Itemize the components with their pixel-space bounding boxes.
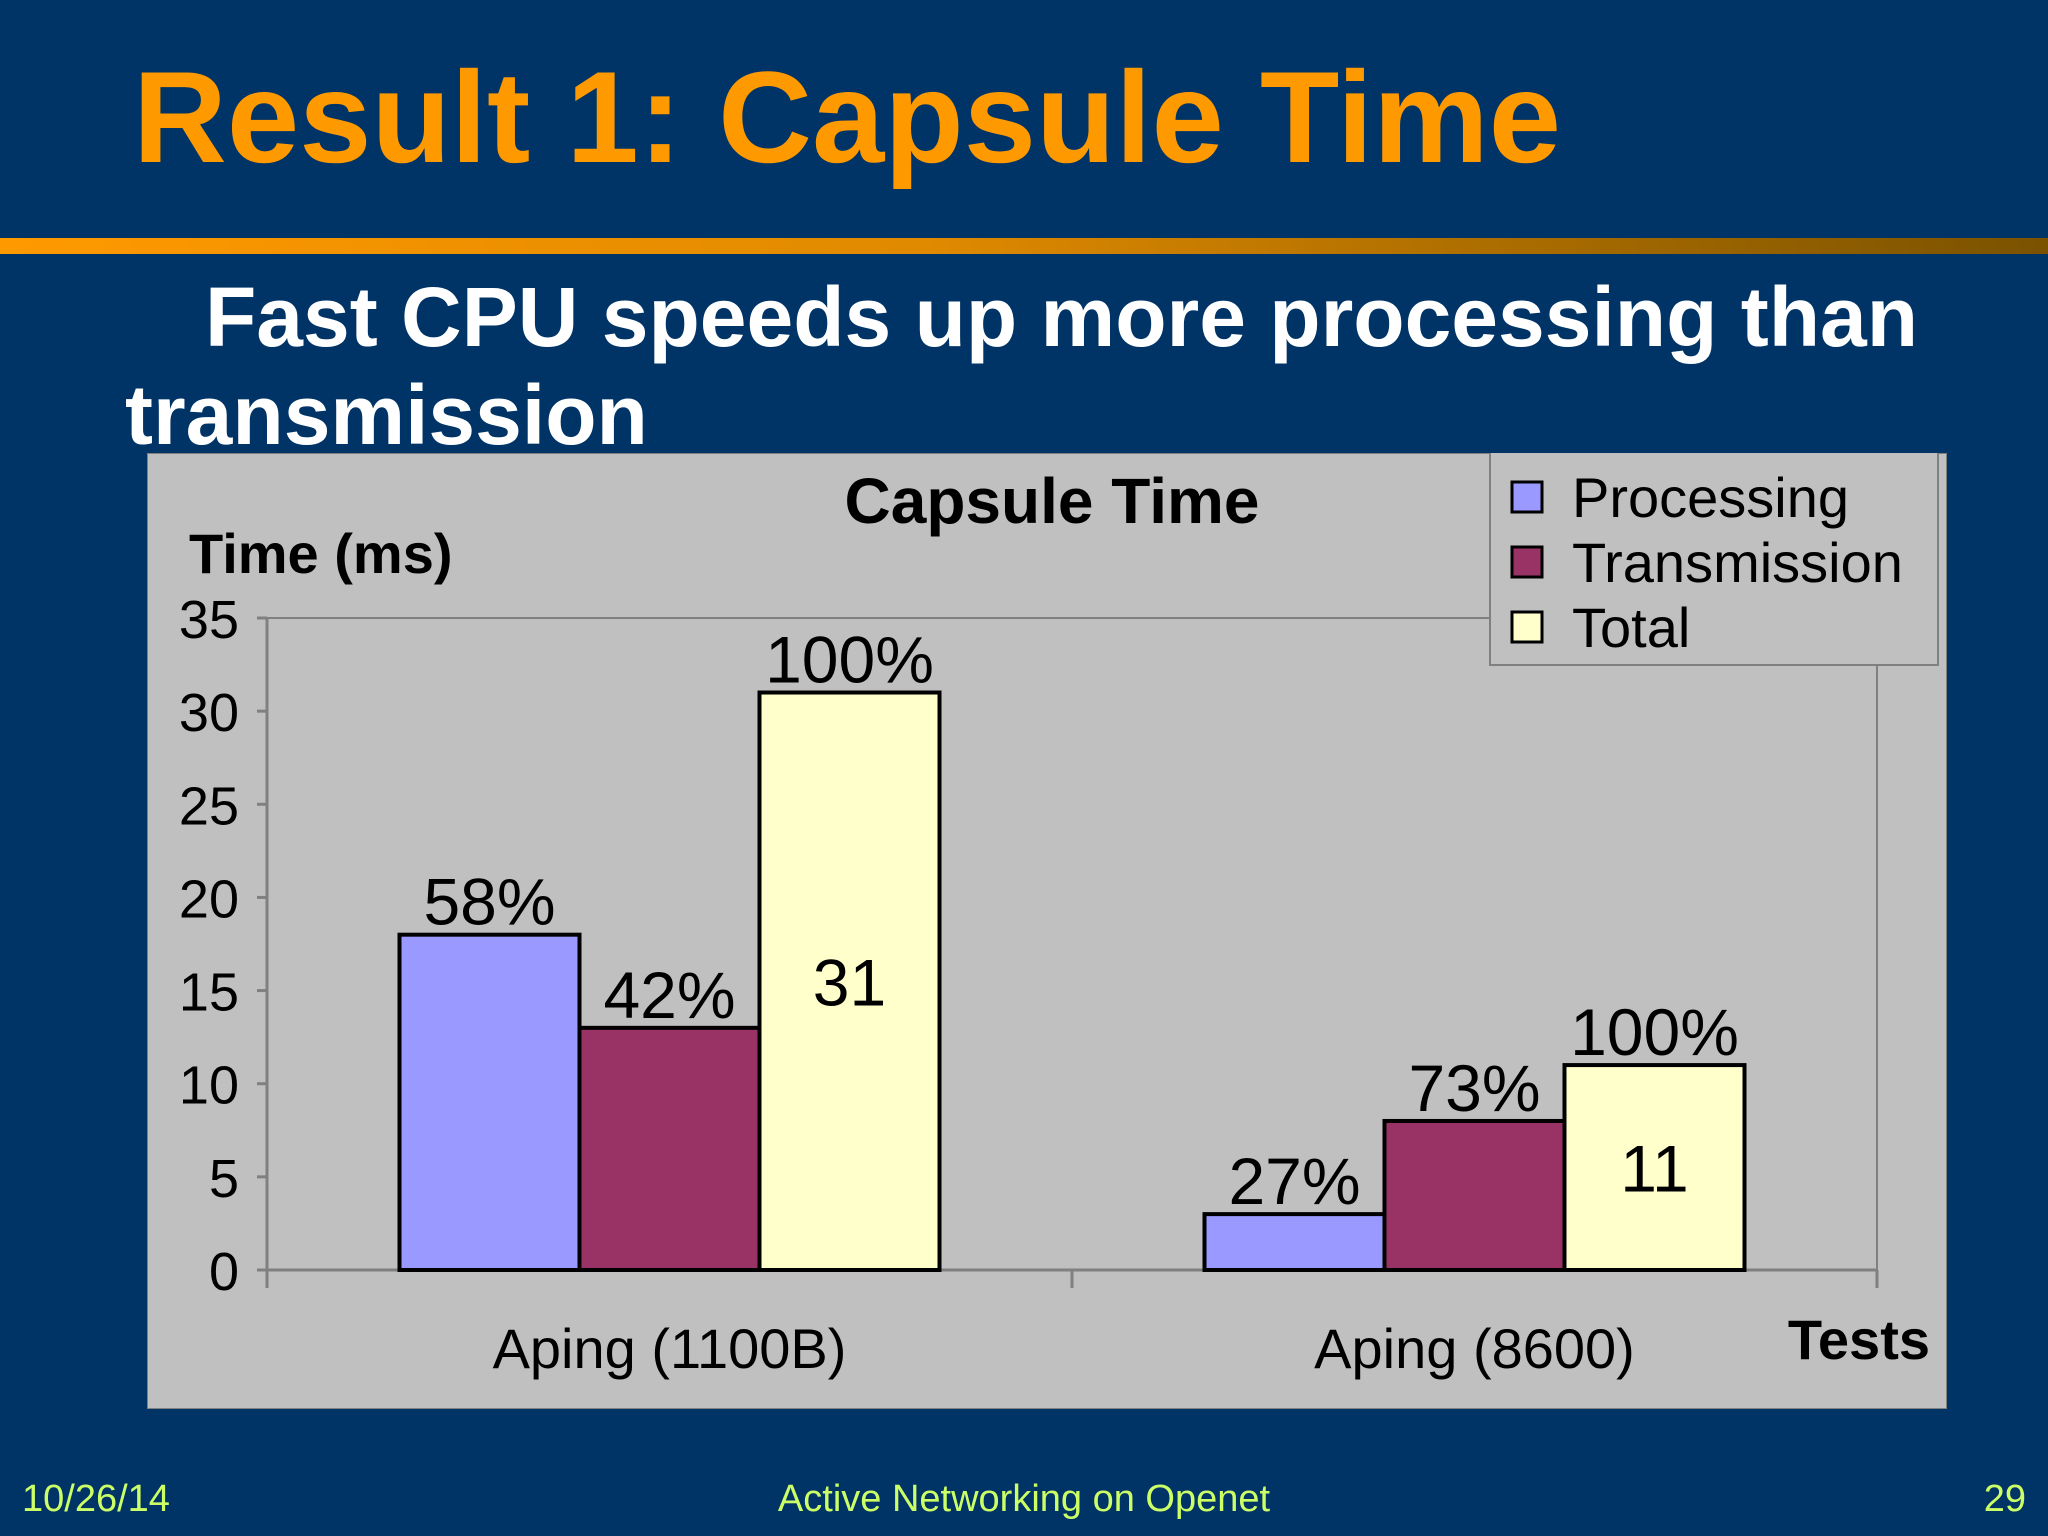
data-label: 58% — [423, 865, 555, 939]
legend-box — [1489, 453, 1939, 666]
y-axis-title: Time (ms) — [189, 522, 452, 585]
bar-transmission-2 — [1382, 1118, 1567, 1272]
legend-label-processing: Processing — [1572, 466, 1849, 529]
data-label: 27% — [1228, 1144, 1360, 1218]
bar-value-label: 31 — [813, 945, 886, 1019]
legend-swatch-processing — [1510, 480, 1544, 514]
footer-page-number: 29 — [1983, 1478, 2026, 1520]
y-tick-label: 20 — [179, 869, 239, 929]
legend-swatch-total — [1510, 610, 1544, 644]
y-tick-label: 5 — [209, 1149, 239, 1209]
x-category-label: Aping (1100B) — [493, 1317, 847, 1380]
y-tick-label: 0 — [209, 1242, 239, 1302]
x-category-label: Aping (8600) — [1314, 1317, 1635, 1380]
slide-title: Result 1: Capsule Time — [133, 44, 1562, 190]
y-tick-label: 10 — [179, 1056, 239, 1116]
y-tick-label: 25 — [179, 776, 239, 836]
bar-transmission-1 — [577, 1025, 762, 1272]
data-label: 42% — [603, 958, 735, 1032]
title-divider — [0, 238, 2048, 254]
slide-subtitle: Fast CPU speeds up more processing than … — [125, 270, 1919, 462]
y-tick-label: 30 — [179, 683, 239, 743]
capsule-time-chart: 0 5 10 15 20 25 30 35 58% 42% 100% 31 Aping (1100B) 2… — [147, 453, 1947, 1409]
legend-swatch-transmission — [1510, 545, 1544, 579]
data-label: 100% — [1570, 995, 1739, 1069]
bar-processing-1 — [397, 932, 582, 1272]
data-label: 100% — [765, 623, 934, 697]
bar-total-1 — [757, 690, 942, 1272]
chart-container: 0 5 10 15 20 25 30 35 58% 42% 100% 31 Aping (1100B) 2… — [147, 453, 1947, 1409]
y-tick-label: 35 — [179, 590, 239, 650]
legend-label-total: Total — [1572, 596, 1690, 659]
chart-title: Capsule Time — [845, 465, 1260, 537]
bar-processing-2 — [1202, 1212, 1387, 1272]
bar-value-label: 11 — [1620, 1132, 1689, 1206]
footer-date: 10/26/14 — [22, 1478, 170, 1520]
x-axis-title: Tests — [1788, 1308, 1930, 1371]
data-label: 73% — [1408, 1051, 1540, 1125]
bar-total-2 — [1562, 1063, 1747, 1272]
y-tick-label: 15 — [179, 963, 239, 1023]
legend-label-transmission: Transmission — [1572, 531, 1903, 594]
footer-presentation-title: Active Networking on Openet — [777, 1478, 1271, 1520]
